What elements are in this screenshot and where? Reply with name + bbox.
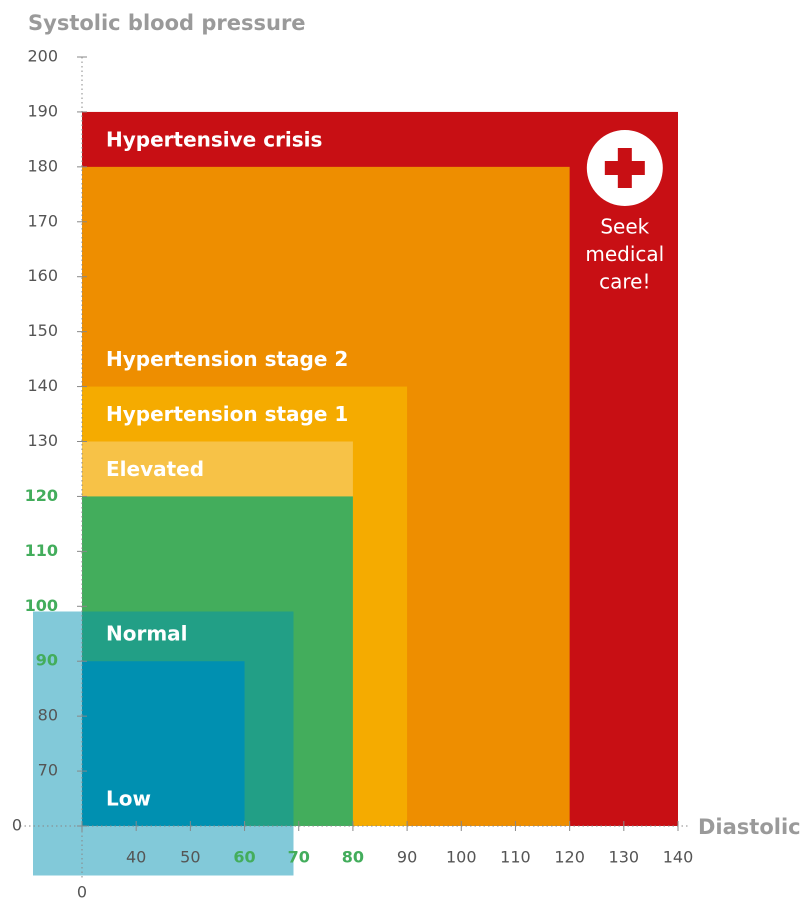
zone-label: Hypertension stage 1 <box>106 402 348 426</box>
x-tick-label: 100 <box>446 848 477 867</box>
x-tick-label: 110 <box>500 848 531 867</box>
zone-label: Hypertensive crisis <box>106 127 322 151</box>
annotation: medical <box>585 242 664 266</box>
y-tick-label: 120 <box>25 486 58 505</box>
annotation: Seek <box>600 215 649 239</box>
annotation: care! <box>599 270 650 294</box>
x-tick-label: 60 <box>233 848 255 867</box>
y-tick-label: 70 <box>38 761 58 780</box>
y-tick-label: 190 <box>27 101 58 120</box>
y-tick-label: 200 <box>27 47 58 66</box>
y-tick-label: 110 <box>25 541 58 560</box>
x-tick-label: 120 <box>554 848 585 867</box>
zone-label: Hypertension stage 2 <box>106 347 348 371</box>
x-axis-title: Diastolic <box>698 815 800 839</box>
y-tick-label: 130 <box>27 431 58 450</box>
y-tick-label: 90 <box>36 651 58 670</box>
zone-label: Low <box>106 787 151 811</box>
x-tick-label: 140 <box>663 848 694 867</box>
x-tick-label: 0 <box>77 883 87 902</box>
x-tick-label: 40 <box>126 848 146 867</box>
y-tick-label: 180 <box>27 156 58 175</box>
zone-label: Normal <box>106 622 188 646</box>
x-tick-label: 90 <box>397 848 417 867</box>
zone-label: Elevated <box>106 457 204 481</box>
y-tick-label: 0 <box>12 816 22 835</box>
y-tick-label: 150 <box>27 321 58 340</box>
y-tick-label: 80 <box>38 706 58 725</box>
y-tick-label: 170 <box>27 211 58 230</box>
y-tick-label: 140 <box>27 376 58 395</box>
y-axis-title: Systolic blood pressure <box>28 11 306 35</box>
x-tick-label: 130 <box>609 848 640 867</box>
x-tick-label: 70 <box>288 848 310 867</box>
x-tick-label: 50 <box>180 848 200 867</box>
y-tick-label: 160 <box>27 266 58 285</box>
cross <box>604 161 645 175</box>
x-tick-label: 80 <box>342 848 364 867</box>
y-tick-label: 100 <box>25 596 58 615</box>
zone <box>82 661 245 826</box>
